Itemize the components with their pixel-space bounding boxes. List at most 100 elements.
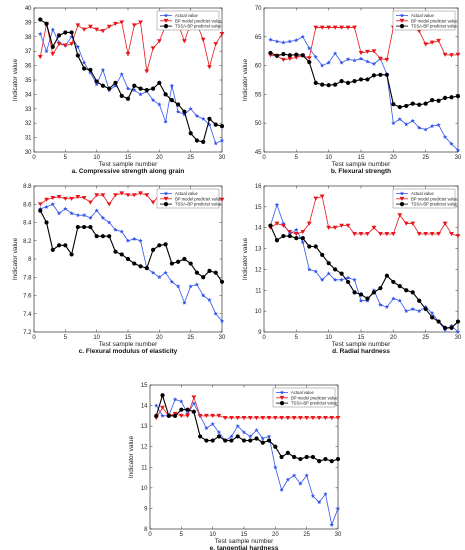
data-point: [50, 27, 55, 32]
data-point: [310, 493, 316, 498]
y-tick-label: 8: [144, 527, 148, 533]
data-point: [294, 236, 299, 241]
data-point: [268, 37, 273, 42]
chart-panel-a: 0 5 10 15 20 25 30 30 31 32 33 34 35 36 37 38 39 40 Indica…: [12, 6, 226, 175]
data-point: [436, 122, 441, 127]
data-point: [56, 211, 62, 216]
data-point: [62, 43, 68, 48]
data-point: [197, 413, 203, 419]
legend-swatch-marker: [163, 191, 169, 196]
data-point: [260, 440, 265, 445]
y-tick-label: 65: [255, 35, 262, 41]
data-point: [307, 60, 312, 65]
x-tick-label: 25: [422, 155, 429, 161]
data-point: [100, 29, 106, 34]
y-tick-label: 70: [255, 6, 262, 12]
legend-swatch-marker: [399, 24, 405, 29]
data-point: [404, 103, 409, 109]
x-tick-label: 30: [455, 335, 462, 341]
data-point: [442, 134, 448, 139]
series-1: [268, 194, 461, 239]
data-point: [384, 72, 389, 77]
data-point: [113, 83, 118, 88]
data-point: [320, 82, 325, 87]
data-point: [44, 48, 49, 54]
data-point: [88, 224, 93, 230]
data-point: [272, 415, 278, 421]
y-axis-label: Indicator value: [12, 237, 19, 280]
data-point: [403, 221, 409, 226]
data-point: [410, 221, 416, 226]
data-point: [229, 438, 234, 443]
data-point: [63, 243, 68, 248]
chart-caption: e. tangential hardness: [210, 545, 279, 550]
data-point: [397, 298, 402, 303]
data-point: [298, 415, 303, 421]
data-point: [391, 120, 396, 126]
data-point: [416, 232, 422, 237]
data-point: [313, 54, 318, 59]
data-point: [175, 284, 181, 289]
data-point: [436, 38, 441, 43]
data-point: [107, 86, 112, 91]
y-tick-label: 8.6: [23, 202, 32, 208]
data-point: [423, 127, 428, 132]
data-point: [144, 87, 149, 93]
legend-swatch-marker: [399, 191, 405, 196]
data-point: [285, 415, 291, 421]
x-tick-label: 20: [156, 155, 163, 161]
data-point: [326, 25, 332, 30]
data-point: [69, 196, 74, 201]
data-point: [160, 393, 165, 398]
data-point: [38, 17, 43, 22]
data-point: [365, 77, 370, 82]
y-tick-label: 35: [25, 78, 32, 84]
data-point: [378, 56, 383, 61]
data-point: [50, 201, 55, 207]
data-point: [310, 454, 316, 460]
data-point: [160, 413, 165, 418]
data-point: [150, 247, 156, 252]
data-point: [176, 102, 181, 107]
data-point: [44, 21, 49, 26]
x-axis-label: Test sample number: [332, 341, 391, 348]
x-axis-label: Test sample number: [99, 341, 158, 348]
data-point: [132, 87, 137, 92]
data-point: [229, 415, 234, 421]
x-tick-label: 0: [148, 532, 152, 538]
data-point: [423, 101, 428, 106]
y-tick-label: 10: [255, 309, 262, 315]
legend-label: BP model predictet value: [411, 18, 458, 23]
data-point: [455, 147, 461, 153]
data-point: [160, 405, 165, 410]
data-point: [241, 415, 247, 421]
data-point: [69, 30, 74, 35]
data-point: [213, 270, 218, 275]
data-point: [429, 40, 435, 45]
data-point: [56, 243, 62, 248]
data-point: [339, 277, 344, 282]
data-point: [172, 397, 178, 402]
y-tick-label: 11: [255, 288, 262, 294]
data-point: [179, 399, 184, 404]
data-point: [176, 259, 181, 264]
data-point: [138, 191, 143, 196]
data-point: [219, 197, 225, 202]
x-axis-label: Test sample number: [99, 161, 158, 168]
data-point: [397, 284, 402, 289]
data-point: [335, 456, 341, 462]
legend-swatch-marker: [163, 13, 169, 18]
series-2: [268, 223, 461, 330]
y-tick-label: 12: [141, 445, 148, 451]
data-point: [37, 55, 43, 60]
data-point: [442, 52, 448, 57]
data-point: [352, 277, 357, 282]
data-point: [178, 413, 184, 419]
legend-label: Actual value: [411, 191, 434, 196]
data-point: [166, 413, 171, 418]
data-point: [287, 39, 293, 44]
data-point: [455, 94, 461, 99]
data-point: [455, 234, 461, 239]
